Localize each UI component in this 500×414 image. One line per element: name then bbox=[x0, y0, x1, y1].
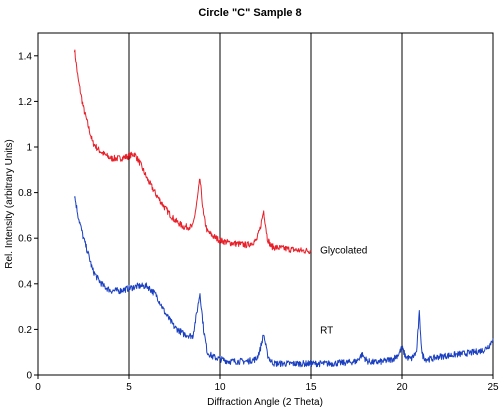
series-annotation: RT bbox=[320, 325, 333, 336]
series-line-glycolated bbox=[73, 49, 312, 255]
x-tick-label: 15 bbox=[305, 382, 317, 393]
y-tick-label: 0.2 bbox=[18, 325, 32, 336]
plot-area bbox=[37, 32, 494, 376]
x-tick-label: 20 bbox=[396, 382, 408, 393]
y-tick-label: 0 bbox=[26, 371, 32, 382]
y-tick-label: 0.4 bbox=[18, 279, 32, 290]
x-axis: 0 5 10 15 20 25 bbox=[35, 375, 499, 393]
y-tick-label: 1.4 bbox=[18, 51, 32, 62]
y-tick-label: 1.2 bbox=[18, 97, 32, 108]
x-tick-label: 25 bbox=[487, 382, 499, 393]
y-tick-label: 1 bbox=[26, 143, 32, 154]
y-tick-label: 0.6 bbox=[18, 234, 32, 245]
y-axis-label: Rel. Intensity (arbitrary Units) bbox=[4, 139, 15, 268]
series-annotation: Glycolated bbox=[320, 246, 367, 257]
series-line-rt bbox=[73, 196, 494, 368]
y-tick-label: 0.8 bbox=[18, 188, 32, 199]
x-tick-label: 5 bbox=[126, 382, 132, 393]
x-axis-label: Diffraction Angle (2 Theta) bbox=[207, 397, 323, 408]
chart-title: Circle "C" Sample 8 bbox=[198, 7, 302, 19]
y-axis: 0 0.2 0.4 0.6 0.8 1 1.2 1.4 bbox=[18, 51, 38, 382]
gridlines bbox=[128, 33, 403, 375]
series-layer bbox=[73, 49, 494, 368]
x-tick-label: 10 bbox=[214, 382, 226, 393]
annotations: Glycolated RT bbox=[320, 246, 367, 337]
x-tick-label: 0 bbox=[35, 382, 41, 393]
